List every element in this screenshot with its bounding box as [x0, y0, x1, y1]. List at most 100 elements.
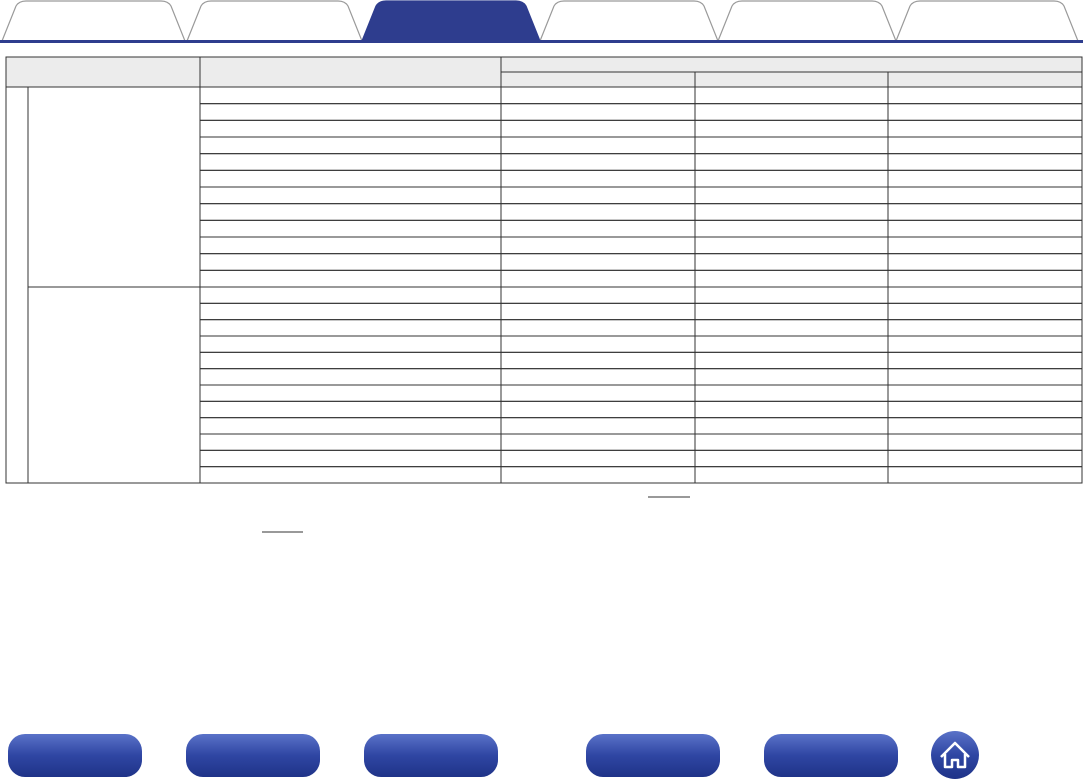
table-cell — [199, 136, 502, 155]
table-cell — [887, 302, 1083, 321]
table-cell — [887, 335, 1083, 353]
table-cell — [500, 136, 696, 155]
table-cell — [500, 335, 696, 353]
table-cell — [500, 417, 696, 435]
table-cell — [199, 169, 502, 188]
table-cell — [887, 169, 1083, 188]
table-cell — [500, 368, 696, 386]
table-cell — [694, 335, 889, 353]
table-cell — [199, 153, 502, 171]
table-cell — [887, 466, 1083, 484]
table-cell — [887, 86, 1083, 105]
table-cell — [887, 368, 1083, 386]
table-cell — [887, 253, 1083, 271]
table-cell — [500, 119, 696, 138]
table-cell — [694, 384, 889, 402]
home-button[interactable] — [931, 731, 979, 779]
table-cell — [887, 103, 1083, 121]
home-icon — [940, 741, 970, 769]
table-cell — [500, 219, 696, 238]
group-cell — [27, 86, 201, 288]
table-cell — [199, 433, 502, 451]
table-cell — [694, 219, 889, 238]
table-cell — [500, 269, 696, 288]
table-cell — [887, 319, 1083, 337]
table-cell — [199, 253, 502, 271]
nav-button[interactable] — [364, 734, 498, 777]
table-cell — [694, 417, 889, 435]
table-cell — [500, 302, 696, 321]
tab[interactable] — [361, 0, 541, 42]
table-cell — [694, 302, 889, 321]
table-cell — [500, 203, 696, 221]
table-cell — [694, 119, 889, 138]
table-cell — [887, 417, 1083, 435]
table-cell — [694, 86, 889, 105]
table-cell — [199, 417, 502, 435]
table-cell — [199, 219, 502, 238]
table-cell — [694, 400, 889, 419]
table-cell — [500, 153, 696, 171]
table-cell — [887, 136, 1083, 155]
table-cell — [199, 319, 502, 337]
tab[interactable] — [1, 0, 186, 42]
table-cell — [694, 103, 889, 121]
table-cell — [500, 466, 696, 484]
nav-button[interactable] — [8, 734, 142, 777]
table-cell — [500, 319, 696, 337]
table-cell — [500, 86, 696, 105]
table-cell — [199, 119, 502, 138]
table-cell — [694, 466, 889, 484]
table-cell — [694, 236, 889, 255]
table-cell — [694, 153, 889, 171]
table-cell — [887, 153, 1083, 171]
table-cell — [199, 186, 502, 205]
table-cell — [500, 286, 696, 304]
table-cell — [694, 351, 889, 370]
table-cell — [694, 186, 889, 205]
table-cell — [199, 351, 502, 370]
table-cell — [199, 302, 502, 321]
table-cell — [500, 236, 696, 255]
table-cell — [887, 400, 1083, 419]
table-cell — [199, 269, 502, 288]
table-cell — [199, 335, 502, 353]
table-cell — [887, 119, 1083, 138]
tab[interactable] — [539, 0, 719, 42]
tab[interactable] — [895, 0, 1079, 42]
bottom-nav — [8, 731, 979, 779]
nav-button[interactable] — [764, 734, 898, 777]
nav-button[interactable] — [186, 734, 320, 777]
table-cell — [500, 433, 696, 451]
table-cell — [694, 449, 889, 468]
table-cell — [500, 400, 696, 419]
tab-bar — [1, 0, 1079, 42]
tab-underline — [0, 40, 1083, 43]
table-cell — [199, 203, 502, 221]
tab[interactable] — [717, 0, 897, 42]
table-cell — [199, 449, 502, 468]
nav-button[interactable] — [586, 734, 720, 777]
table-cell — [887, 384, 1083, 402]
table-cell — [694, 269, 889, 288]
table-cell — [199, 368, 502, 386]
table-cell — [199, 400, 502, 419]
table-cell — [500, 449, 696, 468]
table-cell — [500, 169, 696, 188]
tab[interactable] — [186, 0, 363, 42]
table-cell — [694, 319, 889, 337]
table-cell — [887, 351, 1083, 370]
table — [5, 56, 1083, 484]
table-cell — [694, 203, 889, 221]
table-cell — [694, 169, 889, 188]
table-cell — [887, 433, 1083, 451]
table-cell — [199, 384, 502, 402]
table-cell — [199, 466, 502, 484]
table-cell — [694, 136, 889, 155]
table-cell — [887, 449, 1083, 468]
table-cell — [887, 236, 1083, 255]
table-cell — [500, 186, 696, 205]
table-cell — [500, 351, 696, 370]
